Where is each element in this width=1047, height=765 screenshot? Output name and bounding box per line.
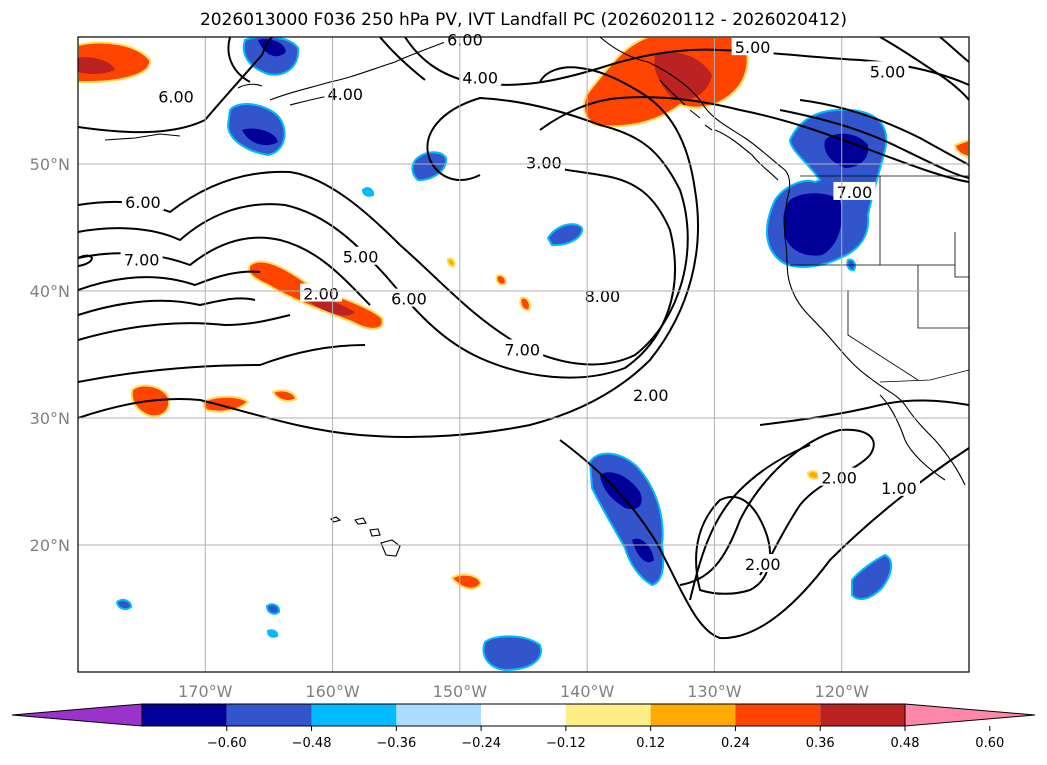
colorbar-tick-label: 0.48: [891, 736, 920, 751]
contour-label-bg: [120, 249, 163, 268]
colorbar-tick-label: 0.60: [975, 736, 1004, 751]
colorbar-swatch: [481, 704, 566, 726]
lon-tick-label: 170°W: [178, 682, 233, 701]
colorbar-swatch: [311, 704, 397, 726]
contour-label: 2.00: [633, 386, 669, 405]
colorbar: −0.60 −0.48 −0.36 −0.24 −0.12 0.12 0.24 0.36 0.4…: [11, 703, 1036, 751]
lat-tick-label: 40°N: [30, 282, 70, 301]
colorbar-swatch: [650, 704, 736, 726]
lon-tick-label: 120°W: [815, 682, 870, 701]
contour-label: 7.00: [124, 250, 160, 269]
contour-label-bg: [339, 246, 382, 265]
contour-label: 2.00: [821, 469, 857, 488]
lon-tick-label: 140°W: [560, 682, 615, 701]
colorbar-swatch: [565, 704, 651, 726]
colorbar-tick-label: −0.48: [292, 736, 332, 751]
contour-label-bg: [818, 467, 861, 486]
contour-label-bg: [741, 554, 784, 573]
contour-label-bg: [522, 152, 565, 171]
contour-label: 5.00: [870, 62, 906, 81]
contour-label-bg: [459, 67, 502, 86]
lat-tick-labels: 50°N 40°N 30°N 20°N: [30, 155, 70, 555]
colorbar-extend-low: [11, 703, 143, 727]
map-frame: [77, 36, 970, 673]
contour-label: 6.00: [391, 290, 427, 309]
lat-tick-label: 20°N: [30, 536, 70, 555]
contour-label: 7.00: [504, 340, 540, 359]
contour-label-bg: [866, 61, 909, 80]
contour-label: 6.00: [158, 88, 194, 107]
colorbar-swatch: [820, 704, 905, 726]
contour-label: 4.00: [462, 69, 498, 88]
colorbar-extend-high: [904, 703, 1036, 727]
contour-label-bg: [443, 29, 486, 48]
contour-label: 5.00: [343, 248, 379, 267]
lon-tick-label: 160°W: [305, 682, 360, 701]
contour-label-bg: [501, 339, 544, 358]
colorbar-swatch: [142, 704, 227, 726]
lon-tick-label: 130°W: [687, 682, 742, 701]
colorbar-swatch: [396, 704, 482, 726]
contour-label: 2.00: [303, 285, 339, 304]
colorbar-tick-label: −0.12: [546, 736, 586, 751]
contour-label: 6.00: [447, 31, 483, 50]
contour-labels: 6.00 6.00 7.00 4.00 6.00 4.00 5.00 5.00 3.00 7.00…: [120, 29, 920, 574]
contour-label: 2.00: [745, 555, 781, 574]
contour-label-bg: [629, 385, 672, 404]
coastlines: [104, 37, 966, 486]
contour-label: 1.00: [881, 479, 917, 498]
contour-label-bg: [155, 86, 198, 105]
colorbar-tick-label: 0.12: [636, 736, 665, 751]
lat-tick-label: 50°N: [30, 155, 70, 174]
colorbar-swatch: [226, 704, 312, 726]
lat-tick-label: 30°N: [30, 409, 70, 428]
contour-label: 6.00: [125, 193, 161, 212]
contour-label-bg: [300, 283, 343, 302]
colorbar-tick-label: −0.36: [376, 736, 416, 751]
colorbar-swatch: [735, 704, 821, 726]
colorbar-tick-label: 0.36: [806, 736, 835, 751]
contour-label-bg: [121, 192, 164, 211]
contour-label: 5.00: [735, 38, 771, 57]
hawaii-islands: [330, 516, 401, 557]
gridlines: [78, 37, 969, 672]
lon-tick-labels: 170°W 160°W 150°W 140°W 130°W 120°W: [178, 682, 869, 701]
contour-label: 8.00: [585, 287, 621, 306]
colorbar-tick-label: −0.24: [461, 736, 501, 751]
colorbar-tick-label: 0.24: [721, 736, 750, 751]
contour-label: 7.00: [837, 183, 873, 202]
colorbar-tick-label: −0.60: [207, 736, 247, 751]
map-title: 2026013000 F036 250 hPa PV, IVT Landfall…: [199, 10, 847, 30]
contour-label-bg: [877, 477, 920, 496]
contour-label-bg: [731, 37, 774, 56]
contour-label: 4.00: [327, 85, 363, 104]
contour-label: 3.00: [526, 154, 562, 173]
lon-tick-label: 150°W: [433, 682, 488, 701]
contour-label-bg: [387, 288, 430, 307]
colorbar-frame: [141, 703, 906, 727]
contour-label-bg: [833, 181, 876, 200]
contour-label-bg: [324, 84, 367, 103]
